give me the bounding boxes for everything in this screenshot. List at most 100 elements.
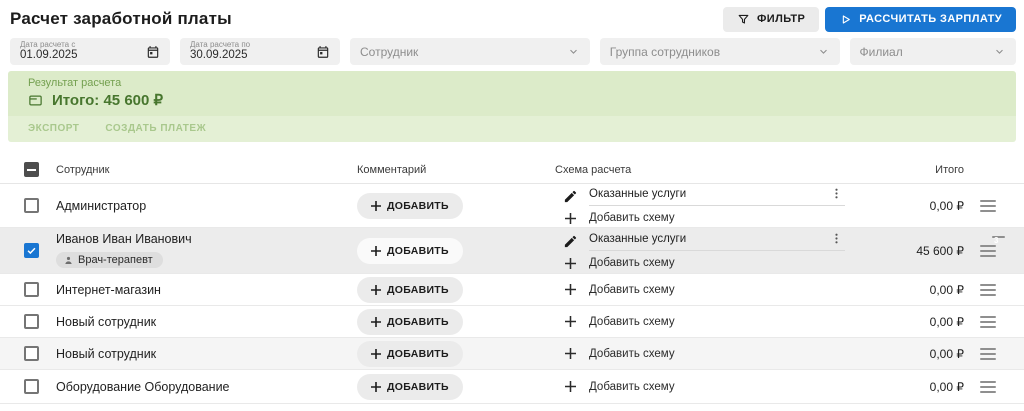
plus-icon xyxy=(563,284,578,295)
hamburger-icon[interactable] xyxy=(980,283,996,296)
employee-name: Новый сотрудник xyxy=(56,346,157,361)
date-to-value: 30.09.2025 xyxy=(190,49,248,62)
chevron-down-icon xyxy=(567,45,580,58)
plus-icon xyxy=(371,245,381,256)
calculate-salary-button-label: РАССЧИТАТЬ ЗАРПЛАТУ xyxy=(859,13,1002,25)
role-badge: Врач-терапевт xyxy=(56,252,163,269)
add-scheme-label: Добавить схему xyxy=(589,347,675,360)
add-scheme-button[interactable]: Добавить схему xyxy=(563,348,855,360)
employee-name: Иванов Иван Иванович xyxy=(56,232,192,247)
add-comment-button[interactable]: ДОБАВИТЬ xyxy=(357,237,463,264)
result-total-value: Итого: 45 600 ₽ xyxy=(52,92,164,109)
hamburger-icon[interactable]: 3 xyxy=(980,235,1005,257)
add-scheme-label: Добавить схему xyxy=(589,283,675,296)
plus-icon xyxy=(563,381,578,392)
add-comment-button[interactable]: ДОБАВИТЬ xyxy=(357,308,463,335)
pencil-icon[interactable] xyxy=(563,189,578,204)
page-title: Расчет заработной платы xyxy=(10,9,232,28)
employee-name: Администратор xyxy=(56,198,147,213)
employee-select[interactable]: Сотрудник xyxy=(350,38,590,65)
plus-icon xyxy=(563,316,578,327)
add-comment-button[interactable]: ДОБАВИТЬ xyxy=(357,276,463,303)
scheme-input[interactable]: Оказанные услуги xyxy=(589,187,845,206)
check-icon xyxy=(27,247,36,255)
column-header-comment: Комментарий xyxy=(357,163,427,176)
date-from-label: Дата расчета с xyxy=(20,40,76,50)
add-scheme-label: Добавить схему xyxy=(589,380,675,393)
table-row: Новый сотрудник ДОБАВИТЬ Добавить схему … xyxy=(0,338,1024,370)
hamburger-icon[interactable] xyxy=(980,199,996,212)
add-scheme-button[interactable]: Добавить схему xyxy=(563,284,855,296)
calendar-icon xyxy=(316,45,330,59)
filter-button[interactable]: ФИЛЬТР xyxy=(722,6,820,32)
row-total: 0,00 ₽ xyxy=(929,198,964,213)
pencil-icon[interactable] xyxy=(563,234,578,249)
kebab-icon[interactable] xyxy=(830,232,843,245)
wallet-icon xyxy=(28,93,43,108)
column-header-scheme: Схема расчета xyxy=(555,163,632,176)
filter-button-label: ФИЛЬТР xyxy=(756,13,806,25)
create-payment-button[interactable]: СОЗДАТЬ ПЛАТЕЖ xyxy=(105,123,207,134)
row-checkbox[interactable] xyxy=(24,282,39,297)
topbar-actions: ФИЛЬТР РАССЧИТАТЬ ЗАРПЛАТУ xyxy=(722,6,1016,32)
date-to-label: Дата расчета по xyxy=(190,40,251,50)
calendar-icon xyxy=(146,45,160,59)
row-total: 0,00 ₽ xyxy=(929,346,964,361)
row-total: 0,00 ₽ xyxy=(929,282,964,297)
add-comment-label: ДОБАВИТЬ xyxy=(387,315,449,328)
add-comment-label: ДОБАВИТЬ xyxy=(387,199,449,212)
row-checkbox[interactable] xyxy=(24,314,39,329)
scheme-input[interactable]: Оказанные услуги xyxy=(589,232,845,251)
result-total: Итого: 45 600 ₽ xyxy=(28,91,1016,109)
export-button[interactable]: ЭКСПОРТ xyxy=(28,123,80,134)
column-header-employee: Сотрудник xyxy=(56,163,110,176)
add-comment-label: ДОБАВИТЬ xyxy=(387,380,449,393)
topbar: Расчет заработной платы ФИЛЬТР РАССЧИТАТ… xyxy=(0,0,1024,32)
kebab-icon[interactable] xyxy=(830,187,843,200)
add-scheme-button[interactable]: Добавить схему xyxy=(563,381,855,393)
table-row: Новый сотрудник ДОБАВИТЬ Добавить схему … xyxy=(0,306,1024,338)
employee-group-select[interactable]: Группа сотрудников xyxy=(599,38,840,65)
date-to-field[interactable]: Дата расчета по 30.09.2025 xyxy=(180,38,340,65)
chevron-down-icon xyxy=(993,45,1006,58)
plus-icon xyxy=(563,212,578,224)
hamburger-icon[interactable] xyxy=(980,380,996,393)
add-comment-button[interactable]: ДОБАВИТЬ xyxy=(357,192,463,219)
add-scheme-label: Добавить схему xyxy=(589,212,675,224)
add-scheme-button[interactable]: Добавить схему xyxy=(563,212,855,224)
table-row: Оборудование Оборудование ДОБАВИТЬ Добав… xyxy=(0,370,1024,404)
hamburger-icon[interactable] xyxy=(980,347,996,360)
result-banner: Результат расчета Итого: 45 600 ₽ xyxy=(8,71,1016,116)
count-badge: 3 xyxy=(992,235,1005,245)
calculate-salary-button[interactable]: РАССЧИТАТЬ ЗАРПЛАТУ xyxy=(825,6,1016,32)
column-header-total: Итого xyxy=(935,163,964,176)
employee-name: Новый сотрудник xyxy=(56,314,157,329)
add-scheme-button[interactable]: Добавить схему xyxy=(563,316,855,328)
indeterminate-minus-icon xyxy=(27,168,36,171)
play-icon xyxy=(839,13,852,26)
funnel-icon xyxy=(737,13,750,26)
person-icon xyxy=(63,255,74,266)
hamburger-icon[interactable] xyxy=(980,315,996,328)
row-checkbox[interactable] xyxy=(24,346,39,361)
employee-group-select-placeholder: Группа сотрудников xyxy=(609,44,721,59)
row-checkbox[interactable] xyxy=(24,379,39,394)
add-comment-button[interactable]: ДОБАВИТЬ xyxy=(357,373,463,400)
branch-select-placeholder: Филиал xyxy=(859,44,903,59)
chevron-down-icon xyxy=(817,45,830,58)
row-checkbox[interactable] xyxy=(24,198,39,213)
result-toolbar: ЭКСПОРТ СОЗДАТЬ ПЛАТЕЖ xyxy=(8,116,1016,142)
select-all-checkbox[interactable] xyxy=(24,162,39,177)
add-comment-label: ДОБАВИТЬ xyxy=(387,244,449,257)
date-from-field[interactable]: Дата расчета с 01.09.2025 xyxy=(10,38,170,65)
plus-icon xyxy=(371,381,381,392)
add-scheme-button[interactable]: Добавить схему xyxy=(563,257,855,269)
branch-select[interactable]: Филиал xyxy=(849,38,1016,65)
plus-icon xyxy=(371,284,381,295)
row-total: 45 600 ₽ xyxy=(916,243,964,258)
employee-name: Оборудование Оборудование xyxy=(56,379,230,394)
date-from-value: 01.09.2025 xyxy=(20,49,78,62)
add-comment-button[interactable]: ДОБАВИТЬ xyxy=(357,340,463,367)
table-header: Сотрудник Комментарий Схема расчета Итог… xyxy=(0,156,1024,184)
row-checkbox[interactable] xyxy=(24,243,39,258)
